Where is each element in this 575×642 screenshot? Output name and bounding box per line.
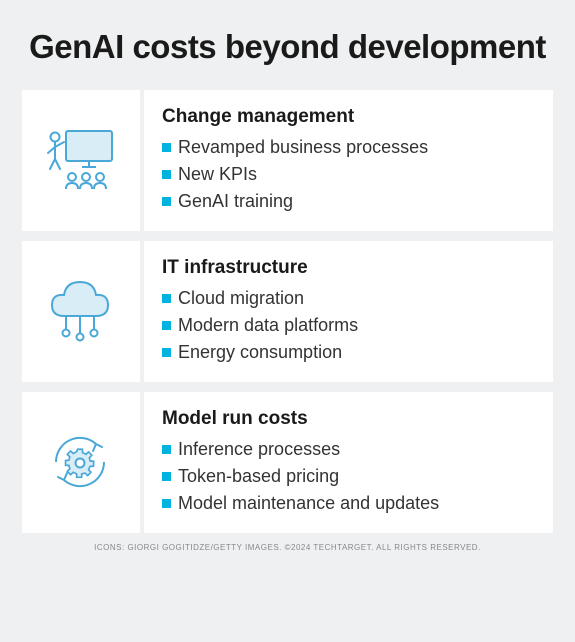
- list-item: New KPIs: [162, 161, 535, 188]
- list-item: Inference processes: [162, 436, 535, 463]
- list-item: Cloud migration: [162, 285, 535, 312]
- list-item: Token-based pricing: [162, 463, 535, 490]
- card-list: Cloud migration Modern data platforms En…: [162, 285, 535, 366]
- list-item: Energy consumption: [162, 339, 535, 366]
- cost-card: Change management Revamped business proc…: [22, 90, 553, 231]
- cost-card: Model run costs Inference processes Toke…: [22, 392, 553, 533]
- footer-credit: ICONS: GIORGI GOGITIDZE/GETTY IMAGES. ©2…: [22, 543, 553, 552]
- card-list: Inference processes Token-based pricing …: [162, 436, 535, 517]
- card-body: Model run costs Inference processes Toke…: [144, 392, 553, 533]
- infographic-container: GenAI costs beyond development C: [0, 0, 575, 564]
- list-item: Model maintenance and updates: [162, 490, 535, 517]
- card-body: IT infrastructure Cloud migration Modern…: [144, 241, 553, 382]
- list-item: Modern data platforms: [162, 312, 535, 339]
- presentation-training-icon: [22, 90, 140, 231]
- list-item: Revamped business processes: [162, 134, 535, 161]
- card-body: Change management Revamped business proc…: [144, 90, 553, 231]
- gear-cycle-icon: [22, 392, 140, 533]
- card-heading: Model run costs: [162, 408, 535, 430]
- page-title: GenAI costs beyond development: [22, 28, 553, 66]
- list-item: GenAI training: [162, 188, 535, 215]
- cost-card: IT infrastructure Cloud migration Modern…: [22, 241, 553, 382]
- card-list: Revamped business processes New KPIs Gen…: [162, 134, 535, 215]
- cloud-network-icon: [22, 241, 140, 382]
- card-heading: Change management: [162, 106, 535, 128]
- card-heading: IT infrastructure: [162, 257, 535, 279]
